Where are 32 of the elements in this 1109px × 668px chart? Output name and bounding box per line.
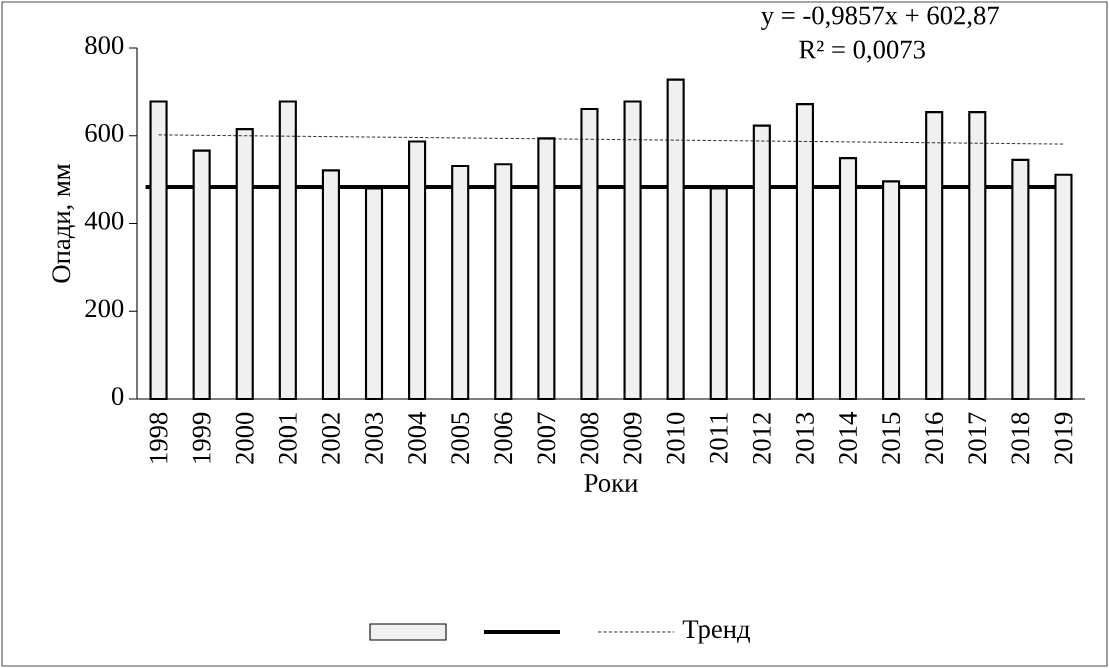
x-tick-label: 2005	[451, 412, 470, 464]
x-tick-label: 2002	[321, 413, 340, 464]
x-tick-label: 2013	[795, 412, 814, 464]
x-tick-label: 2007	[537, 412, 556, 464]
y-tick-label: 600	[85, 123, 124, 142]
x-tick-label: 2011	[709, 413, 728, 463]
text: y = -0,9857x + 602,87	[761, 6, 999, 30]
x-tick-label: 2000	[235, 412, 254, 464]
x-tick-label: 2003	[365, 412, 383, 464]
x-tick-label: 2012	[752, 413, 771, 464]
x-tick-label: 2019	[1054, 412, 1073, 464]
x-tick-label: 2015	[882, 412, 901, 464]
x-tick-label: 2008	[580, 412, 599, 464]
x-tick-label: 1999	[192, 412, 211, 463]
x-tick-label: 2014	[839, 412, 857, 464]
y-tick-label: 200	[85, 299, 124, 318]
x-tick-label: 2018	[1011, 412, 1030, 464]
x-tick-label: 2006	[494, 412, 513, 464]
y-tick-label: 400	[84, 211, 124, 230]
x-tick-label: 2001	[278, 413, 297, 464]
y-axis-title: Опади, мм	[52, 164, 76, 283]
legend-label: Тренд	[682, 620, 750, 644]
x-tick-label: 1998	[149, 412, 168, 463]
x-axis-title: Роки	[584, 474, 638, 492]
x-tick-label: 2016	[925, 412, 944, 464]
x-tick-label: 2009	[623, 412, 642, 464]
y-tick-label: 0	[111, 387, 124, 406]
x-tick-label: 2004	[408, 412, 427, 464]
y-tick-label: 800	[85, 36, 124, 55]
annotation: R² = 0,0073	[799, 40, 925, 63]
x-tick-label: 2010	[666, 412, 685, 464]
x-tick-label: 2017	[968, 412, 987, 464]
